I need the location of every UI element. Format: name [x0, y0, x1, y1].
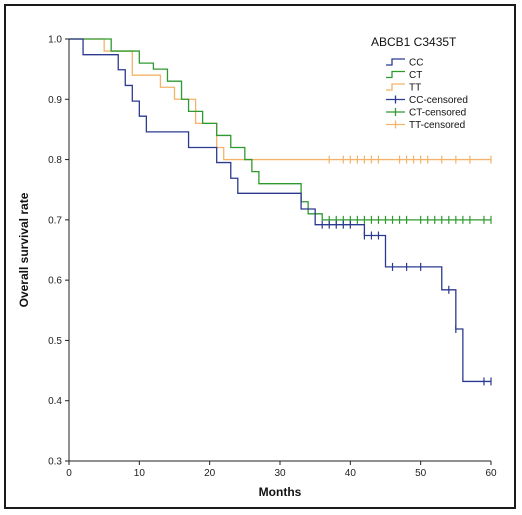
- y-tick-label: 0.4: [48, 396, 62, 407]
- y-tick-label: 0.5: [48, 336, 62, 347]
- legend-title: ABCB1 C3435T: [371, 35, 457, 49]
- x-tick-label: 20: [204, 468, 216, 479]
- y-ticks: 0.3 0.4 0.5 0.6 0.7 0.8 0.9 1.0: [48, 35, 69, 468]
- x-tick-label: 0: [66, 468, 72, 479]
- x-tick-label: 40: [345, 468, 357, 479]
- y-tick-label: 1.0: [48, 35, 62, 46]
- series-lines: [69, 38, 491, 383]
- x-tick-label: 60: [485, 468, 497, 479]
- legend-swatch: [386, 58, 405, 66]
- legend-swatch: [386, 83, 405, 91]
- legend-entry: CT-censored: [386, 108, 466, 119]
- survival-chart: 0 10 20 30 40 50 60 0.3 0.4 0.5 0.6 0.7 0.8 0.9 1.0 M…: [17, 35, 497, 500]
- legend-label: CT: [409, 70, 422, 81]
- legend-label: TT-censored: [409, 120, 465, 131]
- legend-label: CC: [409, 58, 423, 69]
- censor-marks: [321, 155, 492, 386]
- series-line-cc: [69, 38, 491, 383]
- legend-entry: CC: [386, 58, 423, 69]
- x-tick-label: 50: [415, 468, 427, 479]
- legend-label: CC-censored: [409, 95, 468, 106]
- legend-entry: TT: [386, 83, 421, 94]
- y-tick-label: 0.7: [48, 215, 62, 226]
- legend-entry: CT: [386, 70, 422, 81]
- y-tick-label: 0.6: [48, 276, 62, 287]
- y-tick-label: 0.8: [48, 155, 62, 166]
- x-tick-label: 30: [274, 468, 286, 479]
- legend-swatch: [386, 70, 405, 79]
- x-ticks: 0 10 20 30 40 50 60: [66, 461, 497, 479]
- y-axis-title: Overall survival rate: [17, 192, 31, 307]
- chart-frame: 0 10 20 30 40 50 60 0.3 0.4 0.5 0.6 0.7 0.8 0.9 1.0 M…: [4, 4, 516, 509]
- x-tick-label: 10: [134, 468, 146, 479]
- legend-label: TT: [409, 83, 421, 94]
- y-tick-label: 0.3: [48, 457, 62, 468]
- legend-label: CT-censored: [409, 108, 466, 119]
- legend-entry: CC-censored: [386, 95, 468, 106]
- y-tick-label: 0.9: [48, 95, 62, 106]
- axes: 0 10 20 30 40 50 60 0.3 0.4 0.5 0.6 0.7 0.8 0.9 1.0: [48, 35, 497, 480]
- x-axis-title: Months: [259, 485, 302, 499]
- legend-entry: TT-censored: [386, 120, 465, 131]
